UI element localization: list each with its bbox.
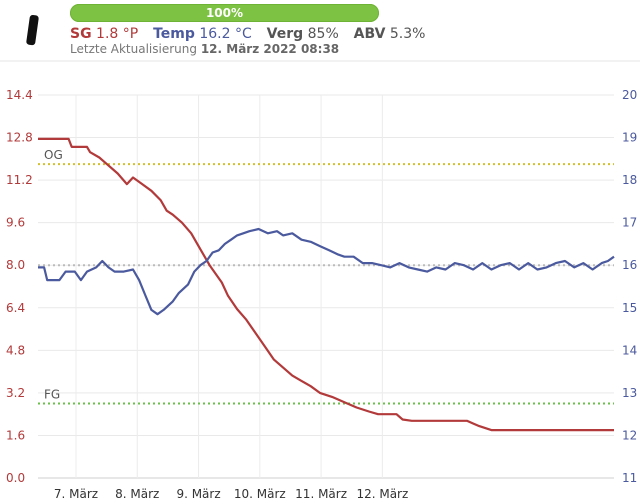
left-axis-tick-label: 3.2 [6, 386, 25, 400]
battery-percent-label: 100% [205, 6, 244, 20]
temp-value: 16.2 °C [199, 26, 252, 42]
fermentation-chart: 14.4 12.8 11.2 9.6 8.0 6.4 4.8 3.2 1.6 0.0 20 19 18 1… [0, 60, 640, 501]
last-updated: Letzte Aktualisierung 12. März 2022 08:3… [70, 42, 339, 56]
x-axis-tick-label: 11. März [295, 487, 347, 501]
right-axis-tick-label: 14 [622, 343, 637, 357]
measurement-summary: SG 1.8 °P Temp 16.2 °C Verg 85% ABV 5.3% [70, 26, 425, 46]
left-axis-tick-label: 0.0 [6, 471, 25, 485]
x-axis-tick-label: 10. März [234, 487, 286, 501]
left-axis-tick-label: 4.8 [6, 343, 25, 357]
right-axis-tick-label: 13 [622, 386, 637, 400]
left-axis-tick-label: 11.2 [6, 173, 33, 187]
left-axis-tick-label: 12.8 [6, 131, 33, 145]
x-axis-tick-label: 7. März [54, 487, 98, 501]
right-axis-tick-label: 19 [622, 131, 637, 145]
last-updated-label: Letzte Aktualisierung [70, 42, 197, 56]
x-axis-tick-label: 8. März [115, 487, 159, 501]
right-axis-tick-label: 20 [622, 88, 637, 102]
last-updated-value: 12. März 2022 08:38 [200, 42, 340, 56]
sg-label: SG [70, 26, 92, 42]
abv-value: 5.3% [389, 26, 426, 42]
right-axis-tick-label: 11 [622, 471, 637, 485]
hydrometer-icon [26, 14, 39, 46]
abv-label: ABV [353, 26, 386, 42]
series-line-sg [38, 137, 614, 432]
x-axis-tick-label: 12. März [356, 487, 408, 501]
right-axis-tick-label: 15 [622, 301, 637, 315]
x-axis-tick-label: 9. März [176, 487, 220, 501]
left-axis-tick-label: 6.4 [6, 301, 25, 315]
right-axis-tick-label: 16 [622, 258, 637, 272]
left-axis-tick-label: 14.4 [6, 88, 33, 102]
verg-value: 85% [307, 26, 339, 42]
left-axis-tick-label: 1.6 [6, 428, 25, 442]
right-axis-tick-label: 12 [622, 428, 637, 442]
right-axis-tick-label: 17 [622, 216, 637, 230]
left-axis-tick-label: 8.0 [6, 258, 25, 272]
verg-label: Verg [266, 26, 304, 42]
temp-label: Temp [153, 26, 195, 42]
left-axis-tick-label: 9.6 [6, 216, 25, 230]
reference-line-label: OG [44, 148, 63, 162]
battery-progress-bar: 100% [70, 4, 379, 22]
sg-value: 1.8 °P [96, 26, 139, 42]
series-line-temp [38, 227, 615, 316]
right-axis-tick-label: 18 [622, 173, 637, 187]
reference-line-label: FG [44, 388, 60, 402]
